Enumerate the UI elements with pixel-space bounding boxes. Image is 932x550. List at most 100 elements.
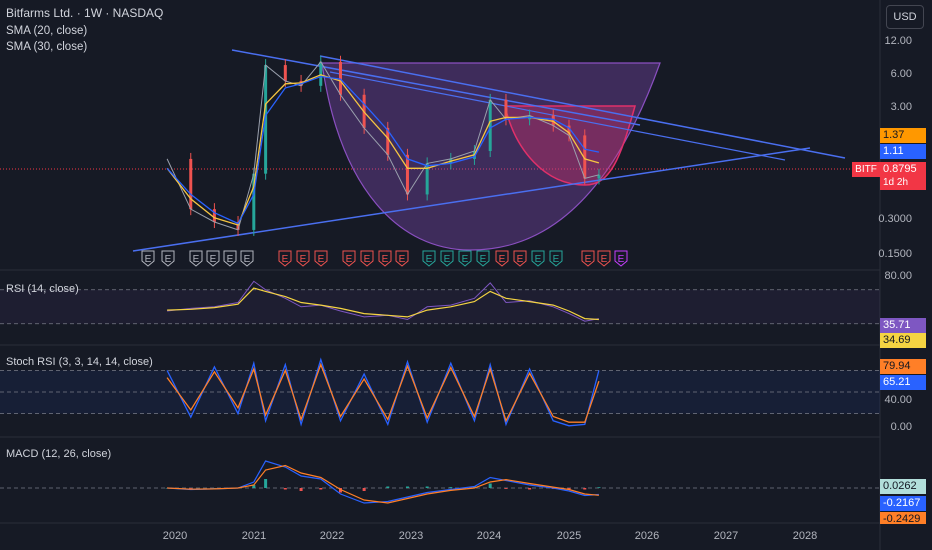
earnings-marker-label: E — [227, 254, 234, 265]
macd-histogram-bar — [567, 488, 571, 490]
sma20-legend[interactable]: SMA (20, close) — [6, 25, 88, 37]
candle-body — [597, 174, 601, 179]
earnings-marker-label: E — [364, 254, 371, 265]
ticker-tag: BITF — [852, 162, 880, 177]
stoch-d-tag: 65.21 — [880, 375, 926, 390]
earnings-marker — [141, 250, 155, 267]
macd-histogram-bar — [583, 488, 587, 490]
earnings-marker — [495, 250, 509, 267]
earnings-marker-label: E — [553, 254, 560, 265]
earnings-marker-label: E — [517, 254, 524, 265]
earnings-marker-label: E — [382, 254, 389, 265]
candle-body — [319, 61, 323, 86]
sma20-line — [166, 74, 600, 226]
macd-histogram-bar — [386, 486, 390, 488]
signal-line-tag: -0.2429 — [880, 512, 926, 524]
rsi-ma-line — [167, 287, 599, 321]
candle-body — [425, 163, 429, 195]
time-tick: 2028 — [792, 530, 818, 542]
trendline-lower — [132, 147, 811, 252]
candle-body — [338, 61, 342, 95]
time-tick: 2024 — [476, 530, 502, 542]
macd-histogram-bar — [449, 487, 453, 488]
trendline-upper — [231, 49, 641, 126]
earnings-marker-label: E — [535, 254, 542, 265]
symbol-title[interactable]: Bitfarms Ltd. · 1W · NASDAQ — [6, 6, 164, 20]
handle-pattern — [504, 105, 636, 186]
earnings-marker-label: E — [601, 254, 608, 265]
earnings-marker — [296, 250, 310, 267]
macd-histogram-bar — [597, 487, 601, 488]
earnings-marker — [458, 250, 472, 267]
earnings-marker-label: E — [399, 254, 406, 265]
earnings-marker-label: E — [462, 254, 469, 265]
macd-histogram-bar — [319, 488, 323, 490]
earnings-marker — [395, 250, 409, 267]
candle-body — [488, 99, 492, 152]
earnings-marker — [614, 250, 628, 267]
stoch-rsi-legend[interactable]: Stoch RSI (3, 3, 14, 14, close) — [6, 356, 153, 368]
candle-body — [212, 209, 216, 223]
macd-histogram-bar — [472, 486, 476, 488]
earnings-marker-label: E — [165, 254, 172, 265]
earnings-marker — [422, 250, 436, 267]
currency-button[interactable]: USD — [886, 5, 924, 29]
macd-histogram-bar — [212, 488, 216, 489]
earnings-marker-label: E — [480, 254, 487, 265]
trendline-middle — [329, 71, 786, 161]
earnings-marker-label: E — [346, 254, 353, 265]
earnings-marker — [549, 250, 563, 267]
earnings-marker — [206, 250, 220, 267]
time-tick: 2027 — [713, 530, 739, 542]
candle-body — [405, 154, 409, 195]
earnings-marker — [314, 250, 328, 267]
sma30-line — [166, 75, 600, 225]
earnings-marker — [278, 250, 292, 267]
rsi-tick: 80.00 — [884, 270, 912, 282]
macd-histogram-bar — [504, 488, 508, 489]
candle-body — [567, 125, 571, 136]
price-tick: 0.1500 — [878, 248, 912, 260]
price-tick: 3.00 — [890, 101, 912, 113]
earnings-marker — [581, 250, 595, 267]
earnings-marker — [189, 250, 203, 267]
time-tick: 2020 — [162, 530, 188, 542]
candle-body — [583, 135, 587, 179]
macd-line-tag: -0.2167 — [880, 496, 926, 511]
earnings-marker-label: E — [145, 254, 152, 265]
candle-body — [283, 65, 287, 81]
macd-legend[interactable]: MACD (12, 26, close) — [6, 448, 112, 460]
macd-histogram-bar — [405, 486, 409, 488]
stoch-k-tag: 79.94 — [880, 359, 926, 374]
macd-hist-tag: 0.0262 — [880, 479, 926, 494]
bar-countdown: 1d 2h — [880, 176, 926, 190]
time-tick: 2021 — [241, 530, 267, 542]
rsi-value-tag: 35.71 — [880, 318, 926, 333]
macd-histogram-bar — [362, 488, 366, 491]
candle-body — [504, 99, 508, 120]
time-tick: 2023 — [398, 530, 424, 542]
time-tick: 2026 — [634, 530, 660, 542]
macd-line — [167, 460, 599, 504]
sma30-legend[interactable]: SMA (30, close) — [6, 41, 88, 53]
macd-histogram-bar — [528, 488, 532, 490]
earnings-marker-label: E — [244, 254, 251, 265]
earnings-marker — [360, 250, 374, 267]
macd-histogram-bar — [299, 488, 303, 491]
earnings-marker-label: E — [318, 254, 325, 265]
earnings-marker — [342, 250, 356, 267]
trendline-upper-2 — [319, 55, 846, 159]
earnings-marker — [597, 250, 611, 267]
earnings-marker-label: E — [618, 254, 625, 265]
earnings-marker-label: E — [444, 254, 451, 265]
earnings-marker — [513, 250, 527, 267]
candle-body — [189, 158, 193, 210]
rsi-legend[interactable]: RSI (14, close) — [6, 283, 79, 295]
stoch-tick: 40.00 — [884, 394, 912, 406]
price-tick: 0.3000 — [878, 213, 912, 225]
earnings-marker — [240, 250, 254, 267]
earnings-marker — [378, 250, 392, 267]
cup-pattern — [321, 62, 661, 251]
earnings-marker-label: E — [282, 254, 289, 265]
